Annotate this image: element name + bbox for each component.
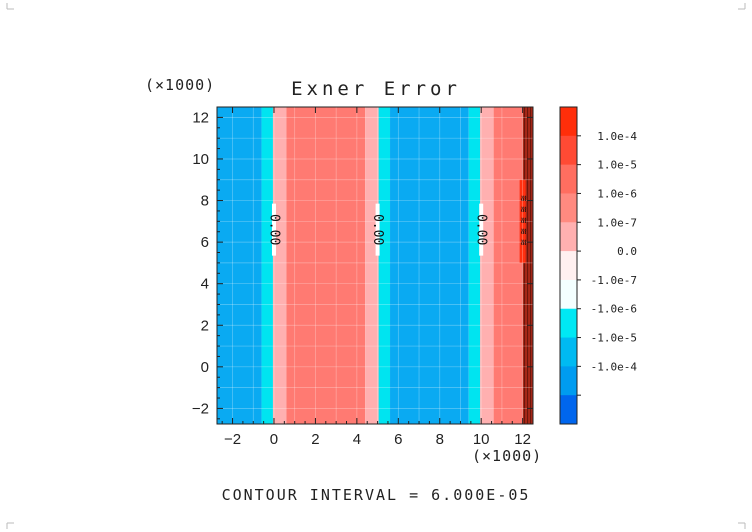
colorbar-swatch: [560, 337, 577, 367]
y-tick-label: 6: [201, 234, 209, 251]
x-tick-label: 6: [394, 431, 402, 448]
x-tick-label: 2: [311, 431, 319, 448]
edge-label-glyph: ≋: [518, 195, 529, 201]
x-tick-label: 8: [436, 431, 444, 448]
contour-band: [378, 107, 391, 424]
plot-bands: [217, 107, 533, 424]
y-tick-label: 0: [201, 359, 209, 376]
colorbar-swatch: [560, 308, 577, 339]
colorbar-label: 0.0: [617, 245, 637, 258]
y-tick-label: 12: [192, 109, 209, 126]
y-tick-label: 10: [192, 151, 209, 168]
colorbar-label: 1.0e-7: [597, 216, 637, 229]
colorbar-label: 1.0e-4: [597, 130, 637, 143]
colorbar-swatch: [560, 395, 577, 425]
colorbar-swatch: [560, 193, 577, 223]
y-axis-scale-label: (×1000): [145, 76, 215, 94]
colorbar-swatch: [560, 135, 577, 166]
edge-hotspot: [519, 179, 526, 263]
colorbar-swatch: [560, 366, 577, 396]
colorbar-label: 1.0e-6: [597, 187, 637, 200]
contour-zero-line: [271, 203, 276, 256]
contour-band: [217, 107, 262, 424]
contour-band: [365, 107, 379, 424]
plot-grid: [217, 107, 533, 424]
page-corner-marks: [6, 3, 746, 529]
edge-label-glyph: ≋: [518, 217, 529, 223]
contour-band: [468, 107, 481, 424]
y-tick-label: 8: [201, 193, 209, 210]
contour-label: 0.00: [266, 214, 281, 245]
x-axis-scale-label: (×1000): [472, 447, 542, 465]
colorbar-swatch: [560, 107, 577, 137]
contour-band: [480, 107, 494, 424]
edge-label-glyph: ≋: [518, 206, 529, 212]
colorbar-label: -1.0e-6: [591, 303, 637, 316]
contour-zero-line: [479, 203, 484, 256]
contour-interval-label: CONTOUR INTERVAL = 6.000E-05: [222, 486, 531, 504]
x-tick-label: −2: [224, 431, 241, 448]
colorbar-label: -1.0e-7: [591, 274, 637, 287]
y-tick-label: −2: [192, 400, 209, 417]
x-axis: −2 0 2 4 6 8 10 12: [221, 107, 534, 448]
colorbar-frame: [559, 106, 578, 425]
contour-band: [390, 107, 469, 424]
y-tick-label: 2: [201, 317, 209, 334]
colorbar-swatch: [560, 222, 577, 252]
colorbar-label: -1.0e-4: [591, 360, 638, 373]
x-tick-label: 12: [514, 431, 531, 448]
chart-title: Exner Error: [291, 78, 461, 100]
colorbar-swatch: [560, 251, 577, 281]
contour-label: 0.00: [370, 214, 385, 245]
contour-band: [286, 107, 366, 424]
contour-zero-line: [375, 203, 380, 256]
colorbar-label: -1.0e-5: [591, 332, 637, 345]
contour-label: 0.00: [474, 214, 489, 245]
x-tick-label: 10: [473, 431, 490, 448]
colorbar-swatch: [560, 279, 577, 310]
edge-label-glyph: ≋: [518, 228, 529, 234]
colorbar-label: 1.0e-5: [597, 159, 637, 172]
x-tick-label: 0: [270, 431, 278, 448]
x-tick-label: 4: [353, 431, 361, 448]
y-axis: −2 0 2 4 6 8 10 12: [192, 106, 533, 420]
edge-label-glyph: ≋: [518, 239, 529, 245]
plot-frame: [216, 106, 534, 425]
colorbar: 1.0e-4 1.0e-5 1.0e-6 1.0e-7 0.0 -1.0e-7 -1.0e-…: [559, 106, 638, 425]
contour-labels: 0.00 0.00 0.00 ≋ ≋ ≋ ≋ ≋: [266, 195, 529, 256]
contour-band: [261, 107, 273, 424]
colorbar-swatch: [560, 164, 577, 194]
contour-band: [272, 107, 287, 424]
contour-band: [493, 107, 523, 424]
y-tick-label: 4: [201, 276, 209, 293]
